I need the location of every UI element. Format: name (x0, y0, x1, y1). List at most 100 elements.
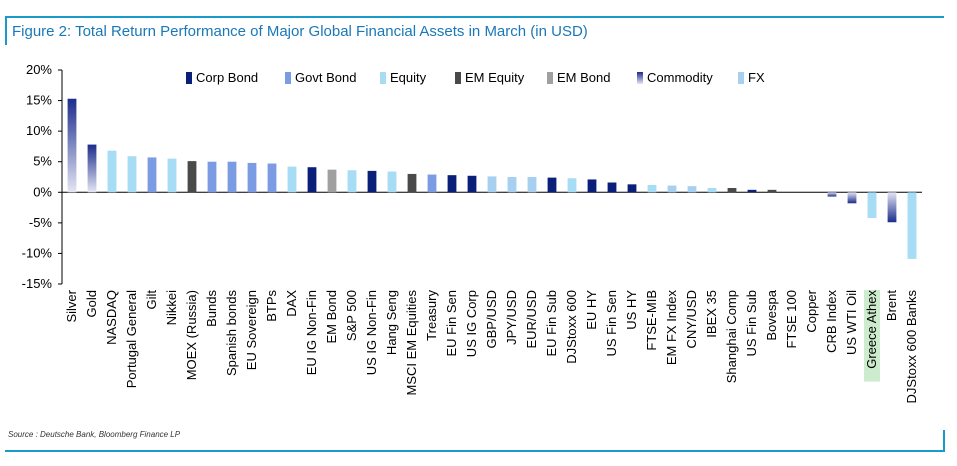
legend: Corp Bond Govt Bond Equity EM Equity EM Bond… (186, 70, 765, 85)
frame-left-border (5, 16, 7, 45)
bar-eu-hy (587, 179, 597, 193)
bar-eu-fin-sen (447, 175, 457, 193)
x-tick-label: NASDAQ (104, 290, 119, 345)
y-tick-label: -15% (22, 276, 53, 291)
x-tick-label: EM Bond (324, 290, 339, 343)
bar-us-ig-non-fin (367, 170, 377, 193)
x-tick-label: MSCI EM Equities (404, 290, 419, 396)
x-tick-label: Nikkei (164, 290, 179, 326)
legend-swatch-commodity (637, 72, 643, 84)
bar-eu-ig-non-fin (307, 167, 317, 193)
bar-treasury (427, 174, 437, 193)
legend-label: Corp Bond (196, 70, 258, 85)
x-tick-label: DJStoxx 600 (564, 290, 579, 364)
x-tick-label: Hang Seng (384, 290, 399, 355)
legend-swatch-em-bond (547, 72, 553, 84)
x-tick-label: EU HY (584, 290, 599, 330)
y-axis: 20% 15% 10% 5% 0% -5% -10% -15% (22, 62, 922, 291)
x-tick-label: EU IG Non-Fin (304, 290, 319, 375)
x-tick-label: BTPs (264, 290, 279, 322)
bar-us-fin-sub (747, 189, 757, 193)
legend-label: Govt Bond (295, 70, 356, 85)
source-note: Source : Deutsche Bank, Bloomberg Financ… (8, 430, 181, 439)
legend-label: Commodity (647, 70, 713, 85)
x-tick-label: Treasury (424, 290, 439, 341)
legend-label: EM Equity (465, 70, 525, 85)
x-tick-label: Bovespa (764, 289, 779, 340)
bar-silver (67, 98, 77, 193)
bar-djstoxx-600-banks (907, 192, 917, 259)
frame-right-border (943, 430, 945, 452)
bar-moex-russia (187, 161, 197, 193)
bar-ibex-35 (707, 188, 717, 193)
legend-swatch-govt-bond (285, 72, 291, 84)
x-tick-label: EU Fin Sen (444, 290, 459, 356)
x-tick-label: EU Fin Sub (544, 290, 559, 356)
x-tick-label: Gold (84, 290, 99, 317)
x-tick-label: JPY/USD (504, 290, 519, 345)
x-tick-label: FTSE 100 (784, 290, 799, 349)
x-tick-label: GBP/USD (484, 290, 499, 349)
x-axis-labels: Silver Gold NASDAQ Portugal General Gilt Nikk… (64, 289, 919, 403)
y-tick-label: -10% (22, 245, 53, 260)
x-tick-label: Greece Athex (864, 290, 879, 369)
x-tick-label: Silver (64, 289, 79, 322)
bar-ftse-mib (647, 184, 657, 193)
x-tick-label: Gilt (144, 290, 159, 310)
bar-eu-fin-sub (547, 177, 557, 193)
legend-swatch-corp-bond (186, 72, 192, 84)
bar-us-hy (627, 184, 637, 193)
bar-gold (87, 144, 97, 193)
bar-btps (267, 163, 277, 193)
bar-eu-sovereign (247, 162, 257, 193)
bar-spanish-bonds (227, 161, 237, 193)
bar-us-ig-corp (467, 175, 477, 193)
y-tick-label: 10% (26, 123, 52, 138)
x-tick-label: IBEX 35 (704, 290, 719, 338)
chart-title: Figure 2: Total Return Performance of Ma… (12, 23, 588, 40)
x-tick-label: Copper (804, 289, 819, 332)
legend-swatch-fx (738, 72, 744, 84)
x-tick-label: US WTI Oil (844, 290, 859, 355)
bar-gbp-usd (487, 176, 497, 193)
x-tick-label: MOEX (Russia) (184, 290, 199, 380)
x-tick-label: Bunds (204, 290, 219, 327)
bar-jpy-usd (507, 177, 517, 193)
bar-em-fx-index (667, 185, 677, 193)
legend-swatch-equity (380, 72, 386, 84)
frame-bottom-border (5, 450, 945, 452)
bar-portugal-general (127, 156, 137, 193)
x-tick-label: S&P 500 (344, 290, 359, 341)
bar-djstoxx-600 (567, 178, 577, 193)
bar-shanghai-comp (727, 188, 737, 193)
legend-label: EM Bond (557, 70, 610, 85)
x-tick-label: CNY/USD (684, 290, 699, 349)
x-tick-label: Shanghai Comp (724, 290, 739, 383)
bar-crb-index (827, 192, 837, 197)
x-tick-label: US IG Corp (464, 290, 479, 357)
x-tick-label: Brent (884, 290, 899, 321)
bar-em-bond (327, 169, 337, 193)
bar-us-fin-sen (607, 182, 617, 193)
y-tick-label: 20% (26, 62, 52, 77)
bar-msci-em-equities (407, 173, 417, 193)
x-tick-label: FTSE-MIB (644, 290, 659, 351)
x-tick-label: US Fin Sen (604, 290, 619, 356)
x-tick-label: CRB Index (824, 290, 839, 353)
legend-label: FX (748, 70, 765, 85)
legend-swatch-em-equity (455, 72, 461, 84)
x-tick-label: EU Sovereign (244, 290, 259, 370)
x-tick-label: EM FX Index (664, 290, 679, 366)
bar-us-wti-oil (847, 192, 857, 204)
highlight-box (864, 290, 880, 382)
x-tick-label: US IG Non-Fin (364, 290, 379, 375)
x-tick-label: Portugal General (124, 290, 139, 388)
frame-top-border (5, 16, 944, 18)
x-tick-label: US HY (624, 290, 639, 330)
legend-label: Equity (390, 70, 427, 85)
bar-bunds (207, 161, 217, 193)
bar-hang-seng (387, 171, 397, 193)
y-tick-label: 15% (26, 93, 52, 108)
bar-dax (287, 166, 297, 193)
